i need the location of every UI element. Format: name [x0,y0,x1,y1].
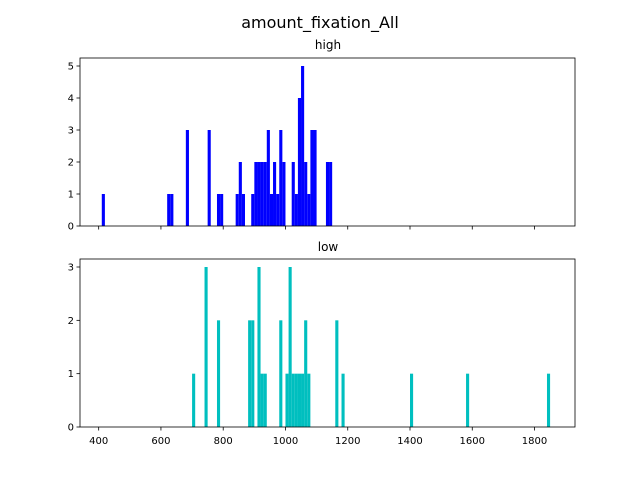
histogram-bar [216,194,221,226]
histogram-bar [263,373,267,427]
axes-frame-high [79,57,576,227]
y-tick-label: 3 [68,263,74,274]
histogram-bar [546,373,551,427]
x-tick-label: 1000 [273,436,298,447]
histogram-bar [276,194,280,226]
figure-title: amount_fixation_All [241,13,399,33]
histogram-bar [313,130,317,226]
histogram-bar [185,130,189,226]
histogram-bar [297,98,302,226]
histogram-bar [167,194,171,226]
histogram-bar [282,162,286,226]
histogram-bar [291,373,295,427]
histogram-bar [251,320,255,427]
histogram-bar [304,320,308,427]
histogram-bar [248,320,252,427]
histogram-bar [325,162,330,226]
histogram-bar [204,267,208,427]
histogram-bar [269,194,274,226]
ticks-high: 0 1 2 3 4 5 [68,62,535,233]
histogram-bar [101,194,105,226]
histogram-bar [288,267,292,427]
bars-low [192,267,551,427]
histogram-bar [310,130,314,226]
histogram-bar [304,162,308,226]
histogram-bar [192,373,196,427]
histogram-bar [254,162,258,226]
x-tick-label: 1200 [335,436,360,447]
histogram-bar [307,373,311,427]
histogram-bar [241,194,245,226]
y-tick-label: 0 [68,423,74,434]
histogram-bar [235,194,239,226]
y-tick-label: 0 [68,222,74,233]
histogram-bar [341,373,345,427]
histogram-bar [297,373,302,427]
y-tick-label: 1 [68,190,74,201]
ticks-low: 0 1 2 3 400 600 800 1000 1200 1400 1600 1800 [68,263,548,448]
histogram-bar [170,194,174,226]
histogram-bar [238,162,242,226]
histogram-bar [301,66,305,226]
histogram-bar [260,373,264,427]
x-tick-label: 400 [89,436,108,447]
histogram-bar [216,320,221,427]
y-tick-label: 1 [68,369,74,380]
histogram-bar [285,373,289,427]
histogram-bar [466,373,470,427]
histogram-bar [335,320,339,427]
x-tick-label: 1600 [460,436,485,447]
histogram-bar [251,194,255,226]
histogram-low: low 0 1 2 3 400 600 800 1000 1200 1400 1600 1800 [68,240,576,448]
histogram-bar [279,320,283,427]
histogram-bar [220,194,224,226]
histogram-bar [273,162,277,226]
histogram-bar [257,267,261,427]
histogram-bar [294,194,298,226]
histogram-bar [207,130,211,226]
histogram-bar [410,373,414,427]
histogram-bar [307,194,311,226]
histogram-high: high 0 1 2 3 4 5 [68,38,576,233]
panel-title-low: low [318,240,339,254]
histogram-bar [260,162,264,226]
histogram-bar [301,373,305,427]
histogram-bar [329,162,333,226]
x-tick-label: 800 [214,436,233,447]
histogram-bar [257,162,261,226]
x-tick-label: 600 [151,436,170,447]
bars-high [101,66,333,226]
histogram-bar [263,162,267,226]
histogram-bar [291,162,295,226]
axes-frame-low [79,258,576,428]
histogram-bar [279,130,283,226]
y-tick-label: 4 [68,94,74,105]
y-tick-label: 2 [68,316,74,327]
x-tick-label: 1400 [397,436,422,447]
x-tick-label: 1800 [522,436,547,447]
y-tick-label: 5 [68,62,74,73]
y-tick-label: 2 [68,158,74,169]
histogram-bar [294,373,298,427]
histogram-bar [266,130,270,226]
panel-title-high: high [315,38,341,52]
y-tick-label: 3 [68,126,74,137]
